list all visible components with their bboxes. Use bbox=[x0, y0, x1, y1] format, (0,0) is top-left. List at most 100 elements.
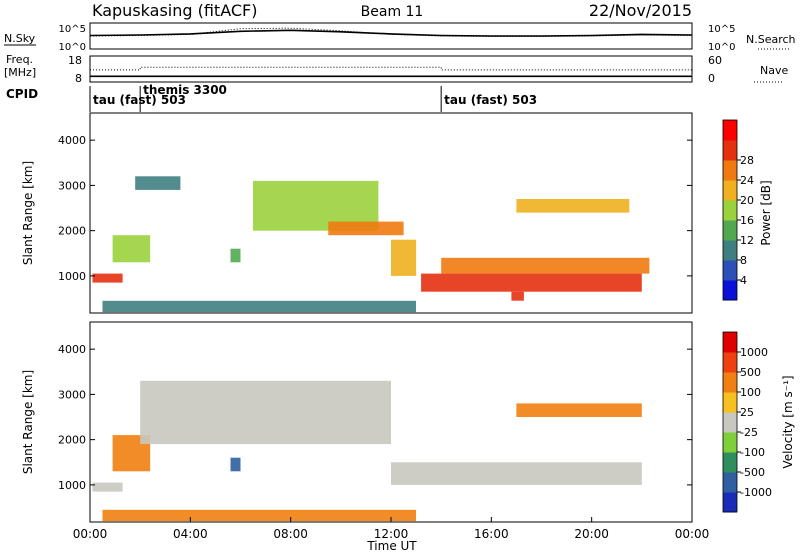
velocity-ytick-label: 1000 bbox=[58, 479, 86, 492]
freq-series-nave bbox=[90, 66, 692, 71]
power-ytick-label: 4000 bbox=[58, 134, 86, 147]
noise-series-sky bbox=[89, 29, 693, 37]
velocity-scatter-region bbox=[391, 462, 642, 485]
power-scatter-region bbox=[421, 273, 642, 292]
power-colorbar-label: 16 bbox=[740, 214, 754, 227]
velocity-colorbar-swatch bbox=[723, 432, 737, 453]
velocity-ylabel: Slant Range [km] bbox=[21, 370, 35, 474]
power-scatter-region bbox=[511, 291, 524, 301]
cpid-segment-label: tau (fast) 503 bbox=[444, 93, 537, 107]
x-tick-label: 00:00 bbox=[675, 527, 710, 541]
power-scatter-region bbox=[328, 221, 404, 236]
cpid-segment-label: tau (fast) 503 bbox=[93, 93, 186, 107]
power-colorbar-swatch bbox=[723, 200, 737, 221]
power-panel-frame bbox=[89, 112, 693, 314]
power-scatter-region bbox=[135, 176, 181, 190]
x-tick-label: 08:00 bbox=[273, 527, 308, 541]
power-scatter-region bbox=[102, 300, 416, 313]
freq-ytick-top: 18 bbox=[68, 54, 82, 67]
power-colorbar-label: 24 bbox=[740, 174, 754, 187]
station-title: Kapuskasing (fitACF) bbox=[92, 1, 257, 20]
power-colorbar-swatch bbox=[723, 260, 737, 281]
velocity-scatter-region bbox=[140, 380, 391, 445]
velocity-colorbar-label: -100 bbox=[740, 446, 765, 459]
velocity-scatter-region bbox=[102, 509, 416, 522]
velocity-scatter-region bbox=[230, 457, 241, 472]
velocity-panel: Slant Range [km] 1000 2000 3000 4000 00:00 0… bbox=[21, 321, 795, 553]
velocity-colorbar-label: -500 bbox=[740, 466, 765, 479]
velocity-colorbar-label: 100 bbox=[740, 386, 761, 399]
noise-right-ytick-bottom: 10^0 bbox=[708, 42, 735, 53]
velocity-colorbar-label: Velocity [m s⁻¹] bbox=[781, 375, 795, 468]
power-scatter-region bbox=[112, 235, 151, 263]
cpid-label: CPID bbox=[6, 87, 38, 101]
velocity-colorbar-swatch bbox=[723, 332, 737, 353]
noise-ylabel: N.Sky bbox=[4, 32, 36, 45]
velocity-colorbar-swatch bbox=[723, 472, 737, 493]
velocity-colorbar-label: 500 bbox=[740, 366, 761, 379]
x-axis-label: Time UT bbox=[366, 539, 417, 553]
velocity-colorbar-swatch bbox=[723, 412, 737, 433]
cpid-segment-label: themis 3300 bbox=[143, 83, 227, 97]
frequency-panel-frame bbox=[89, 55, 693, 83]
x-tick-label: 12:00 bbox=[374, 527, 409, 541]
freq-ylabel-line1: Freq. bbox=[6, 53, 33, 66]
velocity-colorbar-swatch bbox=[723, 372, 737, 393]
power-colorbar-label: 4 bbox=[740, 274, 747, 287]
velocity-colorbar-label: -25 bbox=[740, 426, 758, 439]
x-tick-label: 04:00 bbox=[173, 527, 208, 541]
power-scatter-region bbox=[92, 273, 123, 283]
power-ytick-label: 1000 bbox=[58, 270, 86, 283]
velocity-colorbar-frame bbox=[722, 331, 738, 513]
power-colorbar-swatch bbox=[723, 180, 737, 201]
power-colorbar-label: 12 bbox=[740, 234, 754, 247]
power-scatter-region bbox=[441, 257, 650, 274]
velocity-scatter-region bbox=[516, 403, 642, 417]
noise-ytick-bottom: 10^0 bbox=[59, 42, 86, 53]
velocity-ytick-label: 2000 bbox=[58, 434, 86, 447]
noise-right-label: N.Search bbox=[746, 33, 796, 46]
noise-right-ytick-top: 10^5 bbox=[708, 24, 735, 35]
x-tick-label: 00:00 bbox=[73, 527, 108, 541]
power-colorbar-swatch bbox=[723, 140, 737, 161]
freq-right-ytick-top: 60 bbox=[708, 54, 722, 67]
velocity-colorbar-label: 25 bbox=[740, 406, 754, 419]
velocity-colorbar-label: 1000 bbox=[740, 346, 768, 359]
velocity-colorbar-swatch bbox=[723, 392, 737, 413]
x-tick-label: 20:00 bbox=[574, 527, 609, 541]
freq-right-label: Nave bbox=[760, 64, 788, 77]
power-panel: Slant Range [km] 1000 2000 3000 4000 4 8 12 16… bbox=[21, 112, 773, 314]
power-colorbar-label: 20 bbox=[740, 194, 754, 207]
velocity-colorbar-swatch bbox=[723, 492, 737, 513]
velocity-scatter-region bbox=[92, 482, 123, 492]
beam-title: Beam 11 bbox=[361, 4, 424, 20]
velocity-colorbar-swatch bbox=[723, 452, 737, 473]
noise-panel: N.Sky 10^5 10^0 10^5 10^0 N.Search bbox=[4, 22, 796, 53]
freq-ylabel-line2: [MHz] bbox=[4, 66, 36, 79]
power-colorbar-swatch bbox=[723, 240, 737, 261]
freq-ytick-bottom: 8 bbox=[75, 72, 82, 85]
power-scatter-region bbox=[230, 248, 241, 263]
power-colorbar-label: 28 bbox=[740, 154, 754, 167]
power-colorbar-frame bbox=[722, 119, 738, 301]
power-colorbar-swatch bbox=[723, 220, 737, 241]
power-colorbar-label: 8 bbox=[740, 254, 747, 267]
freq-right-ytick-bottom: 0 bbox=[708, 72, 715, 85]
power-colorbar-swatch bbox=[723, 280, 737, 301]
velocity-ytick-label: 3000 bbox=[58, 388, 86, 401]
noise-ytick-top: 10^5 bbox=[59, 24, 86, 35]
date-title: 22/Nov/2015 bbox=[589, 1, 692, 20]
power-ytick-label: 3000 bbox=[58, 179, 86, 192]
power-colorbar-swatch bbox=[723, 160, 737, 181]
power-scatter-region bbox=[391, 239, 417, 276]
frequency-panel: Freq. [MHz] 18 8 60 0 Nave bbox=[4, 53, 788, 85]
power-ylabel: Slant Range [km] bbox=[21, 161, 35, 265]
velocity-colorbar-swatch bbox=[723, 352, 737, 373]
power-colorbar-swatch bbox=[723, 120, 737, 141]
x-tick-label: 16:00 bbox=[474, 527, 509, 541]
velocity-ytick-label: 4000 bbox=[58, 343, 86, 356]
power-ytick-label: 2000 bbox=[58, 225, 86, 238]
power-colorbar-label: Power [dB] bbox=[759, 180, 773, 245]
power-scatter-region bbox=[516, 199, 630, 213]
